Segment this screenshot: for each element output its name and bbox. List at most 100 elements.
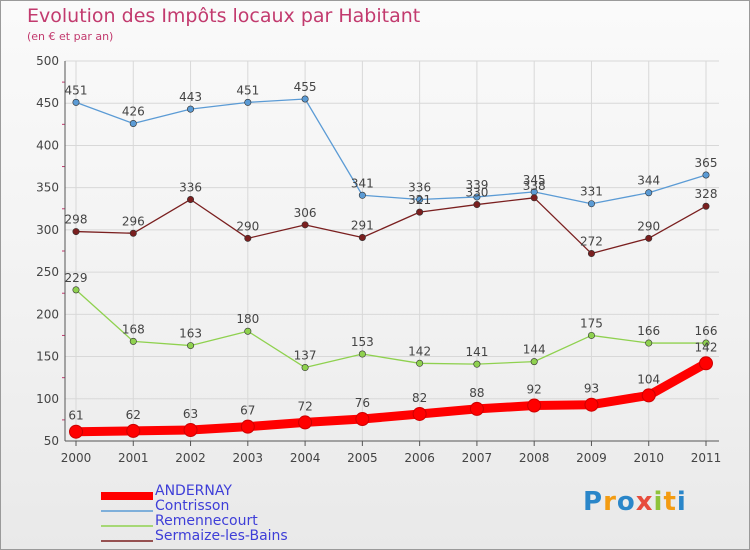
series-line-2 bbox=[75, 289, 707, 369]
logo-letter-p: P bbox=[583, 487, 604, 517]
data-label-0: 62 bbox=[126, 408, 141, 422]
legend-swatch-sermaize bbox=[101, 540, 153, 542]
data-point-3 bbox=[645, 234, 653, 242]
data-label-1: 426 bbox=[122, 104, 145, 118]
data-point-0 bbox=[527, 398, 542, 413]
data-point-3 bbox=[301, 221, 309, 229]
data-point-1 bbox=[187, 105, 195, 113]
chart-title: Evolution des Impôts locaux par Habitant bbox=[27, 5, 421, 27]
y-tick-label: 250 bbox=[36, 265, 59, 279]
data-point-1 bbox=[358, 191, 366, 199]
data-point-1 bbox=[645, 189, 653, 197]
x-tick-label: 2002 bbox=[175, 451, 206, 465]
x-tick-label: 2003 bbox=[233, 451, 264, 465]
x-tick-label: 2008 bbox=[519, 451, 550, 465]
data-point-2 bbox=[587, 331, 595, 339]
data-point-0 bbox=[469, 401, 484, 416]
data-point-0 bbox=[298, 415, 313, 430]
data-point-0 bbox=[584, 397, 599, 412]
data-label-1: 455 bbox=[294, 80, 317, 94]
data-point-0 bbox=[355, 412, 370, 427]
data-point-3 bbox=[129, 229, 137, 237]
data-label-0: 76 bbox=[355, 396, 370, 410]
logo-letter-i: i bbox=[653, 487, 664, 517]
data-label-0: 82 bbox=[412, 391, 427, 405]
data-point-2 bbox=[129, 337, 137, 345]
data-label-2: 142 bbox=[408, 344, 431, 358]
x-tick-label: 2004 bbox=[290, 451, 321, 465]
data-point-3 bbox=[72, 228, 80, 236]
logo-letter-r: r bbox=[603, 487, 617, 517]
x-tick-label: 2005 bbox=[347, 451, 378, 465]
data-label-2: 137 bbox=[294, 349, 317, 363]
data-label-2: 175 bbox=[580, 316, 603, 330]
data-point-1 bbox=[702, 171, 710, 179]
data-label-1: 341 bbox=[351, 176, 374, 190]
legend-item-contrisson: Contrisson bbox=[101, 498, 361, 515]
logo-letter-i2: i bbox=[676, 487, 687, 517]
data-label-3: 330 bbox=[465, 186, 488, 200]
data-label-2: 166 bbox=[695, 324, 718, 338]
x-tick-label: 2000 bbox=[61, 451, 92, 465]
x-tick-label: 2011 bbox=[691, 451, 722, 465]
chart-subtitle: (en € et par an) bbox=[27, 30, 114, 43]
data-label-0: 61 bbox=[68, 409, 83, 423]
data-label-2: 180 bbox=[236, 312, 259, 326]
data-label-1: 339 bbox=[465, 178, 488, 192]
legend-swatch-remennecourt bbox=[101, 525, 153, 527]
data-label-3: 296 bbox=[122, 214, 145, 228]
data-label-0: 72 bbox=[297, 399, 312, 413]
data-label-1: 365 bbox=[695, 156, 718, 170]
legend: ANDERNAY Contrisson Remennecourt Sermaiz… bbox=[101, 483, 361, 545]
data-label-1: 451 bbox=[236, 83, 259, 97]
data-label-3: 336 bbox=[179, 180, 202, 194]
proxiti-logo: Proxiti bbox=[583, 487, 687, 517]
y-tick-label: 350 bbox=[36, 181, 59, 195]
data-label-1: 336 bbox=[408, 180, 431, 194]
data-point-2 bbox=[358, 350, 366, 358]
data-point-2 bbox=[301, 364, 309, 372]
data-label-0: 67 bbox=[240, 404, 255, 418]
x-tick-label: 2006 bbox=[404, 451, 435, 465]
series-line-0 bbox=[71, 358, 711, 437]
logo-letter-t: t bbox=[663, 487, 677, 517]
y-tick-label: 100 bbox=[36, 392, 59, 406]
data-label-3: 291 bbox=[351, 218, 374, 232]
y-tick-label: 200 bbox=[36, 307, 59, 321]
data-point-0 bbox=[641, 388, 656, 403]
series-line-1 bbox=[75, 98, 707, 205]
y-tick-label: 300 bbox=[36, 223, 59, 237]
data-point-2 bbox=[530, 358, 538, 366]
data-point-3 bbox=[187, 195, 195, 203]
data-label-2: 229 bbox=[65, 271, 88, 285]
y-tick-label: 450 bbox=[36, 96, 59, 110]
data-point-3 bbox=[244, 234, 252, 242]
data-label-1: 331 bbox=[580, 185, 603, 199]
legend-item-andernay: ANDERNAY bbox=[101, 483, 361, 500]
data-point-2 bbox=[473, 360, 481, 368]
data-label-3: 338 bbox=[523, 179, 546, 193]
data-point-0 bbox=[69, 424, 83, 439]
data-point-3 bbox=[358, 233, 366, 241]
data-label-3: 272 bbox=[580, 235, 603, 249]
data-label-1: 345 bbox=[523, 173, 546, 187]
legend-swatch-andernay bbox=[101, 492, 153, 500]
logo-letter-o: o bbox=[616, 487, 636, 517]
data-label-2: 141 bbox=[465, 345, 488, 359]
legend-item-sermaize: Sermaize-les-Bains bbox=[101, 528, 361, 545]
y-tick-label: 50 bbox=[44, 434, 59, 448]
data-point-1 bbox=[244, 98, 252, 106]
x-tick-label: 2001 bbox=[118, 451, 149, 465]
legend-label-remennecourt: Remennecourt bbox=[155, 513, 258, 529]
data-point-0 bbox=[699, 356, 713, 371]
data-label-3: 306 bbox=[294, 206, 317, 220]
data-label-3: 298 bbox=[65, 213, 88, 227]
data-point-1 bbox=[473, 193, 481, 201]
data-label-2: 153 bbox=[351, 335, 374, 349]
data-point-2 bbox=[187, 342, 195, 350]
data-point-1 bbox=[72, 98, 80, 106]
data-point-2 bbox=[416, 359, 424, 367]
data-point-1 bbox=[129, 119, 137, 127]
data-label-0: 92 bbox=[527, 383, 542, 397]
